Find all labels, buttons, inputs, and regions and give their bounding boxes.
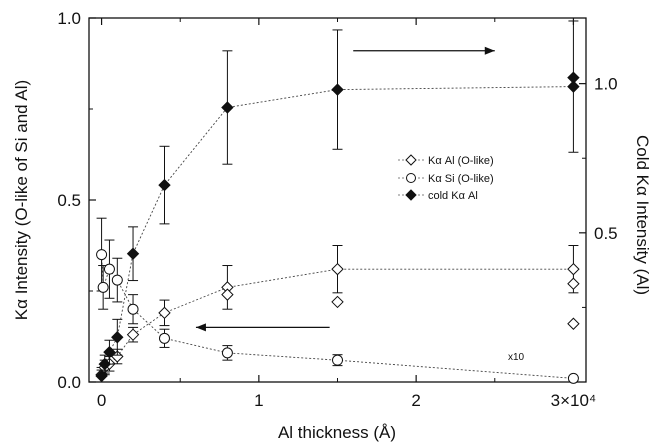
legend-label-si: Kα Si (O-like)	[428, 173, 494, 185]
data-point	[567, 262, 580, 276]
legend-marker-cold	[405, 189, 417, 201]
data-point	[567, 80, 580, 93]
data-point	[127, 303, 139, 315]
data-point	[158, 178, 171, 192]
arrow-head	[484, 46, 495, 55]
x-tick-label: 0	[97, 391, 106, 410]
y-left-tick-label: 1.0	[57, 9, 81, 28]
data-point	[126, 247, 140, 260]
y-right-tick-label: 1.0	[594, 75, 618, 94]
y-left-tick-label: 0.5	[57, 191, 81, 210]
data-point	[103, 263, 115, 275]
data-point	[331, 262, 344, 276]
data-point	[221, 347, 233, 359]
y-right-tick-label: 0.5	[594, 224, 618, 243]
axes-layer: 0 1 2 3×10⁴ 0.0 0.5 1.0 0.5 1.0	[57, 9, 617, 410]
data-point-extra	[567, 71, 580, 84]
data-point-extra	[567, 317, 580, 330]
data-point	[126, 328, 140, 341]
data-point	[332, 354, 343, 366]
data-point	[96, 249, 108, 261]
x-tick-label: 2	[411, 391, 420, 410]
legend-label-al: Kα Al (O-like)	[428, 155, 494, 167]
data-point	[331, 83, 344, 96]
x-tick-label: 1	[254, 391, 263, 410]
legend-label-cold: cold Kα Al	[428, 190, 478, 202]
y-axis-left-label: Kα Intensity (O-like of Si and Al)	[12, 80, 31, 320]
legend: Kα Al (O-like) Kα Si (O-like) cold Kα Al	[398, 154, 494, 202]
x-tick-label: 3×10⁴	[551, 391, 597, 410]
data-point	[158, 332, 170, 344]
y-left-tick-label: 0.0	[57, 373, 81, 392]
data-point	[111, 331, 124, 344]
data-point-extra	[567, 277, 580, 290]
data-point	[221, 101, 234, 114]
arrow-head	[195, 323, 206, 332]
x-axis-label: Al thickness (Å)	[278, 423, 396, 442]
data-point-extra	[331, 295, 344, 309]
data-point	[111, 274, 123, 286]
data-point	[97, 281, 109, 293]
legend-marker-al	[405, 154, 417, 166]
y-axis-right-label: Cold Kα Intensity (Al)	[633, 135, 652, 295]
data-point-extra	[221, 288, 234, 301]
x10-annotation: x10	[508, 352, 525, 363]
legend-marker-si	[406, 173, 416, 183]
data-point	[103, 345, 116, 359]
series-layer	[95, 20, 580, 384]
data-point	[567, 372, 579, 384]
data-point	[158, 306, 171, 320]
